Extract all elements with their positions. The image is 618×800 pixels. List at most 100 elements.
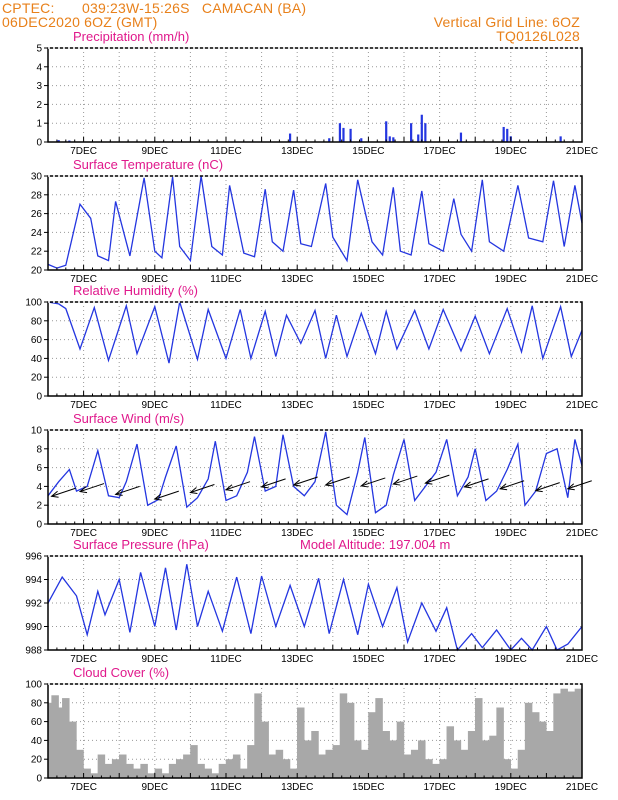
precipitation-bar — [424, 123, 427, 142]
cloud-cover-bar — [104, 763, 113, 778]
temperature-series-line — [47, 175, 583, 269]
temperature-xtick-label: 17DEC — [423, 274, 455, 285]
header-run: 06DEC2020 6OZ (GMT) — [2, 14, 158, 30]
wind-arrow-head — [463, 481, 472, 489]
humidity-ytick-label: 100 — [25, 298, 42, 309]
cloud-cover-bar — [432, 763, 440, 778]
cloud-cover-ytick-label: 60 — [31, 717, 43, 728]
wind-arrow-head — [78, 486, 88, 494]
wind-arrow — [79, 483, 105, 493]
temperature-xtick-label: 15DEC — [352, 274, 384, 285]
cloud-cover-xtick-label: 17DEC — [423, 782, 455, 793]
precipitation-bar — [502, 126, 505, 142]
wind-xtick-label: 15DEC — [352, 528, 384, 539]
pressure-xtick-label: 13DEC — [281, 654, 313, 665]
temperature-xtick-label: 7DEC — [70, 274, 97, 285]
cloud-cover-bar — [318, 754, 326, 778]
cloud-cover-bar — [275, 749, 284, 778]
wind-xtick-label: 7DEC — [70, 528, 97, 539]
temperature-ytick-label: 30 — [31, 172, 43, 183]
pressure-xtick-label: 9DEC — [141, 654, 168, 665]
wind-arrow-head — [50, 490, 59, 498]
cloud-cover-bar — [425, 759, 433, 778]
precipitation-bar — [342, 127, 345, 142]
pressure-ytick-label: 994 — [25, 575, 42, 586]
wind-arrow-head — [260, 481, 269, 489]
model-altitude-label: Model Altitude: 197.004 m — [300, 537, 450, 552]
cloud-cover-bar — [531, 712, 540, 778]
precipitation-bar — [349, 128, 352, 142]
wind-ytick-label: 8 — [36, 444, 42, 455]
precipitation-bar — [338, 123, 342, 142]
cloud-cover-bar — [389, 740, 398, 778]
wind-arrow-head — [292, 479, 301, 487]
cloud-cover-bar — [346, 702, 355, 778]
humidity-ytick-label: 60 — [31, 335, 43, 346]
pressure-xtick-label: 15DEC — [352, 654, 384, 665]
cloud-cover-bar — [147, 773, 155, 778]
wind-arrow-head — [224, 484, 234, 492]
cloud-cover-bar — [546, 731, 554, 778]
wind-arrow — [51, 487, 76, 497]
cloud-cover-bar — [197, 763, 205, 778]
humidity-xtick-label: 11DEC — [210, 400, 242, 411]
wind-arrow — [393, 475, 418, 485]
cloud-cover-bar — [119, 754, 127, 778]
cloud-cover-panel: Cloud Cover (%) 0 20 40 60 80 100 7DEC 9DEC 11DEC… — [25, 665, 598, 793]
cloud-cover-bar — [90, 773, 99, 778]
precipitation-xtick-label: 9DEC — [141, 146, 168, 157]
precipitation-xtick-label: 17DEC — [423, 146, 455, 157]
cloud-cover-bar — [368, 712, 376, 778]
precipitation-title: Precipitation (mm/h) — [73, 29, 189, 44]
cloud-cover-bar — [510, 768, 519, 778]
precipitation-ytick-label: 3 — [36, 81, 42, 92]
humidity-title: Relative Humidity (%) — [73, 283, 198, 298]
wind-ytick-label: 6 — [36, 463, 42, 474]
wind-arrow — [425, 474, 450, 484]
cloud-cover-xtick-label: 13DEC — [281, 782, 313, 793]
temperature-xtick-label: 9DEC — [141, 274, 168, 285]
cloud-cover-bar — [111, 759, 120, 778]
cloud-cover-bar — [553, 693, 561, 778]
humidity-panel: Relative Humidity (%) 0 20 40 60 80 100 7DEC 9DE… — [25, 283, 598, 411]
wind-ytick-label: 2 — [36, 501, 42, 512]
humidity-xtick-label: 9DEC — [141, 400, 168, 411]
pressure-ytick-label: 996 — [25, 552, 42, 563]
cloud-cover-bar — [83, 768, 91, 778]
cloud-cover-bar — [282, 759, 291, 778]
cloud-cover-bar — [503, 759, 511, 778]
precipitation-ytick-label: 2 — [36, 100, 42, 111]
cloud-cover-bar — [97, 754, 106, 778]
temperature-panel: Surface Temperature (nC) 20 22 24 26 28 30 7DEC… — [31, 157, 598, 285]
wind-arrow — [567, 480, 592, 490]
cloud-cover-bar — [361, 749, 369, 778]
wind-arrow — [190, 484, 215, 493]
cloud-cover-bar — [126, 763, 134, 778]
cloud-cover-bar — [539, 721, 547, 778]
header-grid-note: Vertical Grid Line: 6OZ — [433, 14, 580, 30]
cloud-cover-bar — [204, 768, 212, 778]
wind-ytick-label: 10 — [31, 426, 43, 437]
precipitation-panel: Precipitation (mm/h) 0 1 2 3 4 5 7DEC 9DEC 11DEC 1… — [36, 29, 598, 157]
cloud-cover-bar — [69, 721, 77, 778]
precipitation-bar — [288, 133, 292, 142]
precipitation-xtick-label: 21DEC — [566, 146, 598, 157]
wind-series-line — [47, 431, 583, 516]
precipitation-bar — [328, 138, 331, 142]
wind-xtick-label: 9DEC — [141, 528, 168, 539]
cloud-cover-bar — [560, 688, 568, 778]
cloud-cover-bar — [240, 768, 248, 778]
humidity-ytick-label: 20 — [31, 373, 43, 384]
cloud-cover-ytick-label: 20 — [31, 755, 43, 766]
precipitation-bar — [410, 123, 413, 142]
cloud-cover-xtick-label: 9DEC — [141, 782, 168, 793]
cloud-cover-xtick-label: 19DEC — [495, 782, 527, 793]
cloud-cover-ytick-label: 40 — [31, 736, 43, 747]
wind-arrow-head — [324, 479, 333, 487]
cloud-cover-bar — [482, 740, 490, 778]
cloud-cover-bar — [254, 693, 262, 778]
wind-title: Surface Wind (m/s) — [73, 411, 184, 426]
precipitation-xtick-label: 11DEC — [210, 146, 242, 157]
precipitation-bar — [360, 138, 363, 142]
precipitation-bar — [417, 134, 420, 142]
